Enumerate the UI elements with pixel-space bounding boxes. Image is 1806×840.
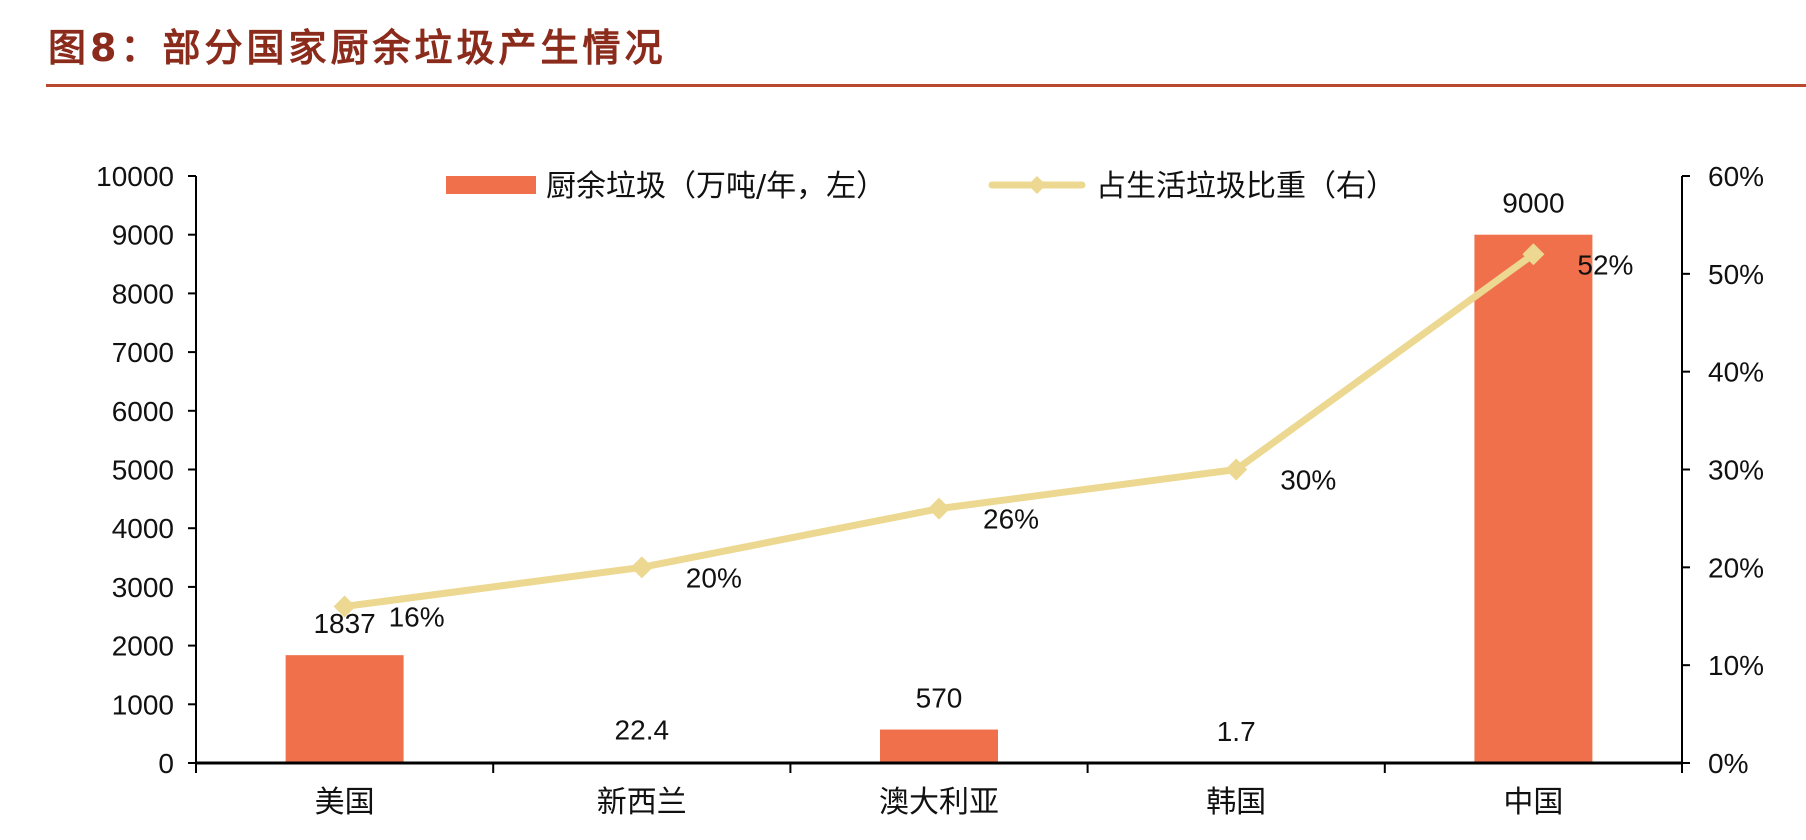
left-axis-tick-label-7: 7000 — [112, 337, 174, 368]
ratio-value-label-0: 16% — [389, 601, 445, 632]
legend-line-marker — [1028, 176, 1046, 194]
ratio-point-1 — [630, 556, 653, 579]
bar-value-label-3: 1.7 — [1217, 716, 1256, 747]
x-axis-category-label-2: 澳大利亚 — [879, 785, 999, 820]
ratio-value-label-3: 30% — [1280, 465, 1336, 496]
bar-value-label-1: 22.4 — [615, 715, 670, 746]
x-axis-category-label-3: 韩国 — [1206, 785, 1266, 820]
left-axis-tick-label-5: 5000 — [112, 455, 174, 486]
ratio-point-4 — [1522, 243, 1545, 266]
left-axis-tick-label-0: 0 — [158, 748, 174, 779]
ratio-line — [341, 250, 1537, 610]
left-axis-tick-label-10: 10000 — [96, 161, 174, 192]
right-axis-tick-label-2: 20% — [1708, 552, 1764, 583]
right-axis-tick-label-5: 50% — [1708, 259, 1764, 290]
right-axis-tick-label-6: 60% — [1708, 161, 1764, 192]
x-axis-category-label-0: 美国 — [315, 785, 375, 820]
left-axis-tick-label-4: 4000 — [112, 513, 174, 544]
ratio-value-label-1: 20% — [686, 562, 742, 593]
right-axis-tick-label-1: 10% — [1708, 650, 1764, 681]
title-divider — [46, 84, 1806, 87]
bar-0 — [285, 655, 404, 763]
bar-value-label-4: 9000 — [1502, 188, 1564, 219]
left-axis-tick-label-8: 8000 — [112, 278, 174, 309]
left-axis-tick-label-9: 9000 — [112, 220, 174, 251]
ratio-point-0 — [333, 595, 356, 618]
x-axis-category-label-4: 中国 — [1503, 785, 1563, 820]
legend-bar-label: 厨余垃圾（万吨/年，左） — [546, 169, 886, 204]
ratio-value-label-4: 52% — [1577, 249, 1633, 280]
right-axis-tick-label-4: 40% — [1708, 357, 1764, 388]
right-axis-tick-label-0: 0% — [1708, 748, 1748, 779]
legend-line-label: 占生活垃圾比重（右） — [1096, 169, 1396, 204]
x-axis-category-label-1: 新西兰 — [597, 785, 687, 820]
right-axis-tick-label-3: 30% — [1708, 455, 1764, 486]
ratio-point-3 — [1225, 458, 1248, 481]
left-axis-tick-label-2: 2000 — [112, 631, 174, 662]
ratio-value-label-2: 26% — [983, 504, 1039, 535]
ratio-point-2 — [928, 497, 950, 520]
left-axis-tick-label-3: 3000 — [112, 572, 174, 603]
bar-2 — [880, 729, 998, 763]
legend-bar-swatch — [446, 176, 536, 194]
bar-value-label-2: 570 — [916, 683, 963, 714]
bar-4 — [1474, 234, 1593, 763]
left-axis-tick-label-1: 1000 — [112, 689, 174, 720]
left-axis-tick-label-6: 6000 — [112, 396, 174, 427]
figure-title: 图8：部分国家厨余垃圾产生情况 — [48, 26, 667, 70]
